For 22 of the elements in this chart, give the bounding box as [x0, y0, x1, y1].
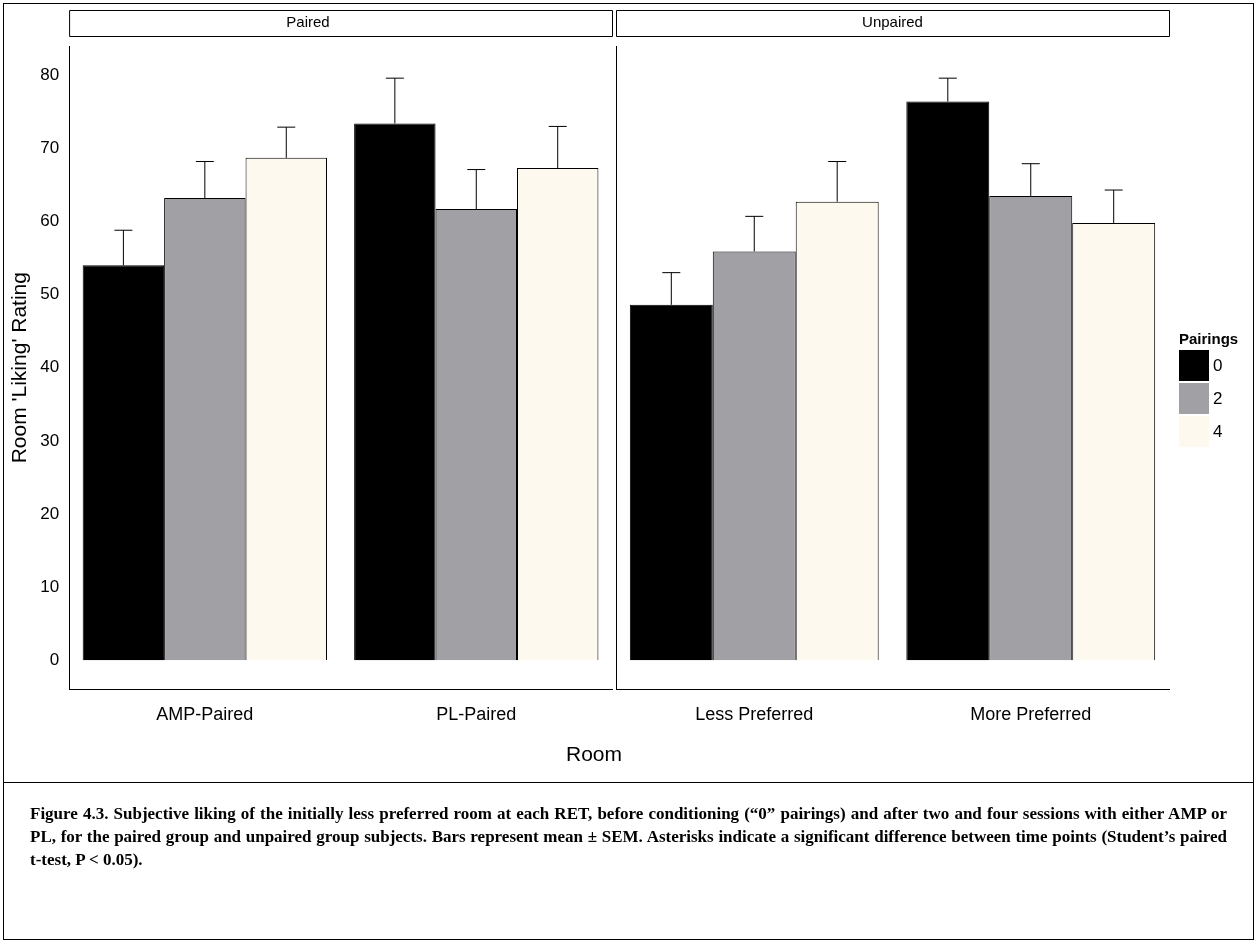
y-tick-label: 30	[40, 430, 60, 450]
x-tick-label: PL-Paired	[436, 704, 517, 725]
legend-title: Pairings	[1179, 330, 1240, 347]
y-tick-label: 50	[40, 284, 60, 304]
x-tick-label: AMP-Paired	[156, 704, 254, 725]
y-tick-label: 60	[40, 211, 60, 231]
caption: Figure 4.3. Subjective liking of the initially less preferred room at each RET, before conditioning (“0” pairings) and after two and four sessions with either AMP or PL, for the paired group and unpaired group subjects. Bars represent mean ± SEM. Asterisks indicate a significant difference between time points (Student’s paired t-test, P < 0.05).	[4, 782, 1253, 872]
y-tick-label: 40	[40, 357, 60, 377]
x-tick-label: More Preferred	[970, 704, 1092, 725]
x-tick-label: Less Preferred	[695, 704, 814, 725]
y-tick-label: 70	[40, 138, 60, 158]
chart-title: Unpaired	[862, 13, 923, 31]
legend-label: 2	[1213, 388, 1223, 409]
legend-label: 4	[1213, 421, 1223, 442]
y-tick-label: 0	[49, 649, 60, 669]
y-tick-label: 20	[40, 503, 60, 523]
y-axis-title: Room 'Liking' Rating	[7, 272, 31, 464]
y-tick-label: 10	[40, 576, 60, 596]
legend-label: 0	[1213, 355, 1223, 376]
y-tick-label: 80	[40, 64, 60, 84]
chart-title: Paired	[286, 13, 330, 31]
x-axis-title: Room	[565, 742, 623, 766]
